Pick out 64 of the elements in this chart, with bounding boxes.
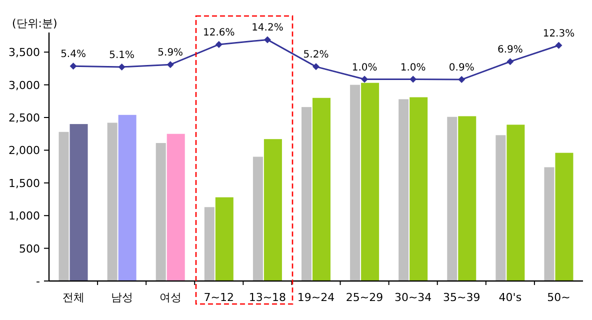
bar [458,116,476,281]
bar [264,139,282,281]
y-tick-label: 2,000 [8,144,40,158]
point [118,63,126,70]
data-label: 5.2% [303,50,329,61]
data-label: 1.0% [400,62,426,74]
x-tick-label: 30~34 [394,291,432,304]
y-tick-label: - [36,275,40,288]
x-tick-label: 전체 [62,291,84,304]
x-tick-label: 40's [498,291,522,304]
bar [204,207,214,281]
y-tick-label: 2,500 [8,112,40,125]
bar [506,124,525,281]
bar [496,135,506,281]
point [555,42,562,49]
bar [302,107,312,281]
point [458,76,466,84]
bar [156,143,166,281]
data-label: 5.1% [109,50,135,61]
bar [350,84,360,281]
y-tick-label: 1,000 [8,210,40,223]
bar [555,152,574,281]
x-tick-label: 여성 [159,291,182,304]
point [312,63,320,70]
x-tick-label: 19~24 [297,291,335,304]
bar [70,124,88,281]
data-label: 14.2% [252,22,284,34]
bar [312,98,330,281]
bar [410,97,428,281]
y-tick-label: 1,500 [8,176,40,190]
data-label: 12.6% [203,27,235,38]
point [70,62,77,70]
y-axis-title: (단위:분) [12,17,58,30]
data-label: 12.3% [542,28,575,40]
data-label: 5.4% [60,49,86,60]
bar [252,156,263,281]
point [506,58,514,66]
bar [58,132,69,281]
data-label: 5.9% [158,48,184,59]
y-tick-label: 3,500 [8,46,40,60]
bar [107,122,118,281]
bar [361,82,380,281]
y-tick-label: 500 [19,242,40,256]
bar [544,167,554,281]
data-label: 6.9% [497,44,523,56]
bar [215,197,234,281]
x-tick-label: 25~29 [346,291,384,304]
bar [166,134,185,281]
x-tick-label: 7~12 [204,291,234,304]
point [410,76,417,83]
point [264,36,271,44]
point [215,40,222,48]
x-tick-label: 35~39 [443,291,480,304]
data-label: 0.9% [448,62,474,74]
x-tick-label: 13~18 [248,291,286,304]
point [361,76,368,83]
point [166,61,174,68]
bar [447,116,458,281]
data-label: 1.0% [352,62,378,74]
bar [398,99,409,281]
x-tick-label: 남성 [110,291,133,304]
bar [118,114,136,281]
y-tick-label: 3,000 [8,78,40,92]
x-tick-label: 50~ [547,291,570,304]
